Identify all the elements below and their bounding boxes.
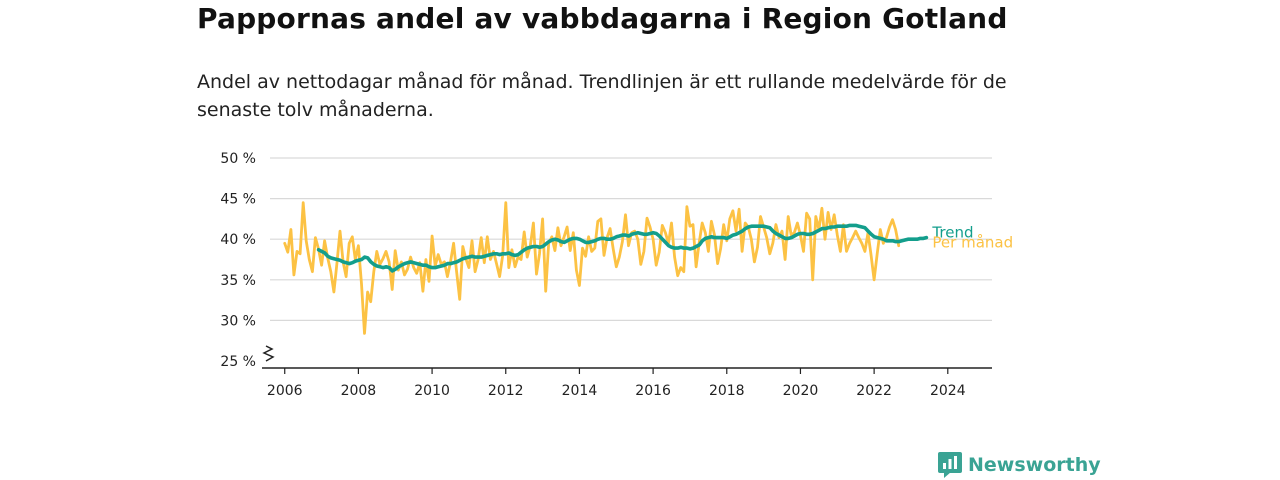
y-tick-label-30: 30 %: [220, 313, 256, 329]
series-label-monthly: Per månad: [932, 234, 1013, 252]
axes: 25 % 30 % 35 % 40 % 45 % 50 % 2006 2008 2010 2012…: [220, 151, 992, 399]
x-tick-label-2016: 2016: [635, 383, 671, 399]
axis-break-marker: [262, 345, 275, 362]
brand-name: Newsworthy: [968, 454, 1101, 476]
x-tick-label-2022: 2022: [856, 383, 892, 399]
y-tick-label-50: 50 %: [220, 151, 256, 167]
x-tick-label-2018: 2018: [709, 383, 745, 399]
y-tick-label-35: 35 %: [220, 273, 256, 289]
chart-subtitle: Andel av nettodagar månad för månad. Tre…: [197, 71, 1007, 121]
y-tick-label-25: 25 %: [220, 354, 256, 370]
x-tick-label-2010: 2010: [414, 383, 450, 399]
series-line-monthly: [283, 201, 901, 335]
newsworthy-logo: Newsworthy: [938, 450, 1101, 480]
x-tick-label-2020: 2020: [783, 383, 819, 399]
x-tick-label-2024: 2024: [930, 383, 966, 399]
x-tick-label-2012: 2012: [488, 383, 524, 399]
newsworthy-icon: [938, 452, 962, 478]
series-line-trend: [316, 223, 929, 273]
x-tick-label-2008: 2008: [341, 383, 377, 399]
series-label-trend: Trend: [931, 224, 973, 242]
x-tick-label-2014: 2014: [562, 383, 598, 399]
y-tick-label-40: 40 %: [220, 232, 256, 248]
x-tick-label-2006: 2006: [267, 383, 303, 399]
series: [283, 201, 929, 335]
chart-title: Pappornas andel av vabbdagarna i Region …: [197, 2, 1008, 35]
y-tick-label-45: 45 %: [220, 192, 256, 208]
